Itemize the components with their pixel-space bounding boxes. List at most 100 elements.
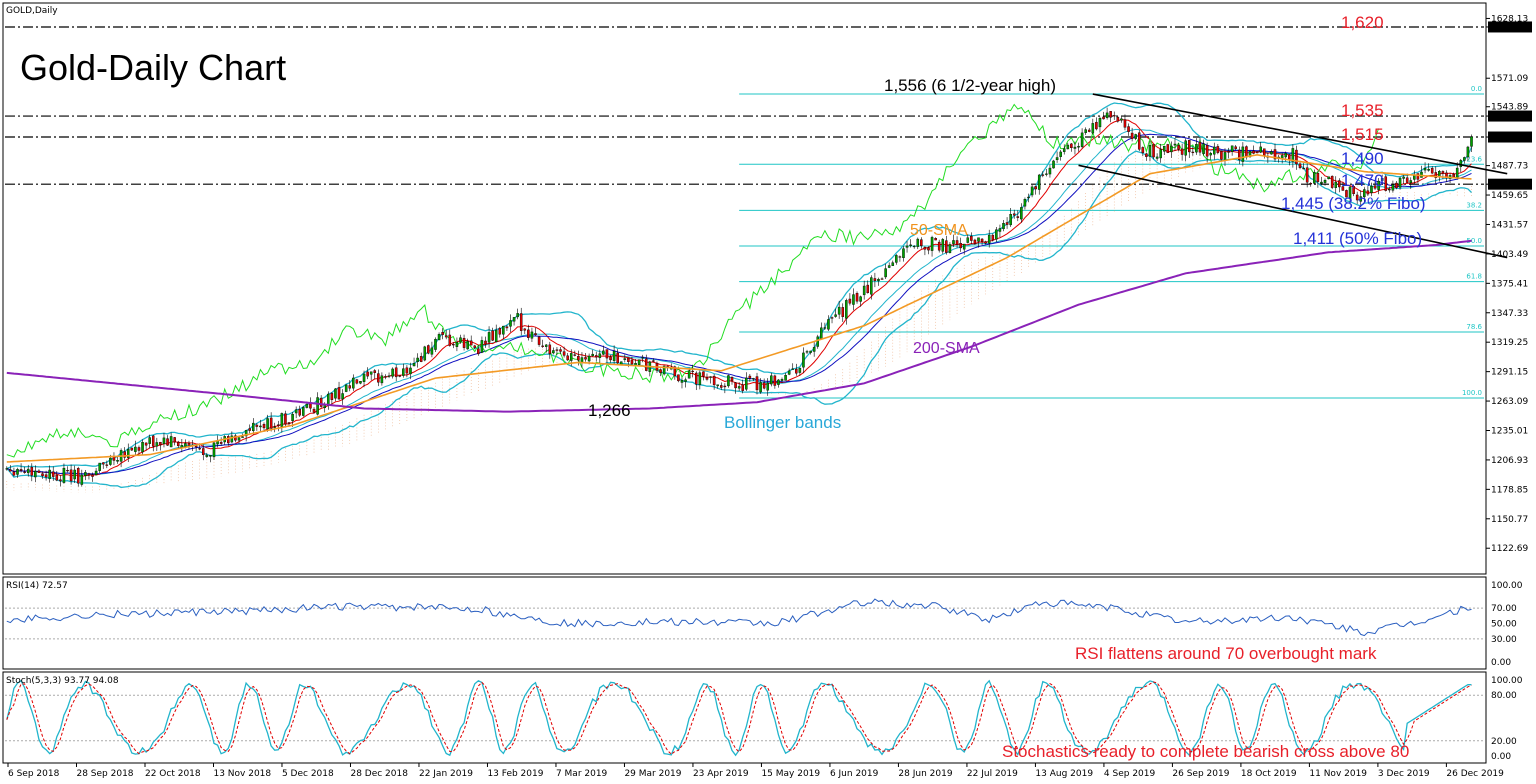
candle-body [1388,189,1391,191]
candle-body [380,375,384,384]
candle-body [784,374,787,381]
candle-body [1402,176,1405,179]
candle-body [880,278,884,280]
candle-body [298,409,302,416]
candle-body [1416,173,1420,180]
candle-body [1373,185,1377,189]
candle-body [487,332,491,343]
rsi-label: RSI(14) 72.57 [6,581,68,591]
candle-body [1048,167,1052,175]
candle-body [998,228,1002,232]
candle-body [212,442,216,458]
candle-body [723,385,727,388]
candle-body [241,436,244,438]
price-tick-label: 1535.00 [1491,112,1528,122]
candle-body [809,350,812,353]
candle-body [762,382,766,389]
candle-body [837,306,841,315]
candle-body [1295,149,1298,165]
label-1445-fibo: 1,445 (38.2% Fibo) [1281,194,1426,213]
candle-body [955,240,959,245]
candle-body [709,376,712,378]
candle-body [444,335,448,338]
date-label: 7 Mar 2019 [556,769,608,779]
candle-body [1273,149,1277,160]
candle-body [841,307,845,317]
date-label: 6 Sep 2018 [8,769,60,779]
candle-body [1298,163,1302,168]
candle-body [76,468,80,484]
candle-body [416,357,419,362]
candle-body [477,348,480,355]
candle-body [630,359,634,365]
price-tick-label: 1235.01 [1491,426,1528,436]
candle-body [773,375,777,386]
candle-body [348,385,352,389]
candle-body [148,437,151,444]
candle-body [891,262,895,266]
candle-body [316,397,319,415]
candle-body [1173,143,1177,146]
candle-body [1045,173,1048,175]
candle-body [373,370,377,373]
candle-body [952,240,955,245]
candle-body [505,326,509,329]
candle-body [491,330,494,341]
candle-body [984,241,987,244]
candle-body [1380,178,1384,181]
candle-body [623,358,627,360]
date-label: 3 Dec 2019 [1378,769,1430,779]
candle-body [41,473,44,477]
candle-body [176,442,180,447]
fibo-label-6: 100.0 [1462,389,1482,397]
candle-body [1348,186,1352,199]
candle-body [405,367,409,374]
candle-body [1338,180,1341,188]
candle-body [334,388,337,399]
candle-body [805,351,809,353]
candle-body [1123,119,1127,128]
candle-body [30,467,34,476]
price-tick-label: 1150.77 [1491,515,1528,525]
candle-body [1177,145,1180,150]
candle-body [1037,174,1041,190]
candle-body [330,393,334,400]
label-1535: 1,535 [1341,101,1384,120]
candle-body [130,447,134,451]
candle-body [1034,186,1037,190]
candle-body [1084,129,1087,133]
candle-body [780,379,784,381]
price-tick-label: 1291.15 [1491,368,1528,378]
candle-body [1459,160,1463,168]
label-1515: 1,515 [1341,125,1384,144]
date-label: 13 Feb 2019 [487,769,543,779]
candle-body [62,467,66,483]
rsi-annotation: RSI flattens around 70 overbought mark [1075,644,1377,663]
candle-body [16,469,19,475]
candle-body [973,239,977,244]
label-bollinger-bands: Bollinger bands [724,413,841,432]
candle-body [337,387,341,400]
candle-body [44,474,48,478]
candle-body [341,393,344,400]
date-label: 22 Oct 2018 [145,769,201,779]
candle-body [905,245,909,248]
candle-body [230,435,234,443]
candle-body [1062,148,1066,152]
candle-body [684,379,687,382]
candle-body [1241,146,1245,162]
rsi-tick-label: 100.00 [1491,581,1523,591]
candle-body [1030,186,1034,196]
candle-body [244,430,248,437]
candle-body [1334,181,1338,188]
candle-body [887,265,891,268]
candle-body [1055,157,1059,161]
candle-body [573,354,577,356]
price-pane [2,2,1487,575]
candle-body [930,237,934,251]
candle-body [144,442,148,446]
candle-body [1452,173,1455,178]
candle-body [1120,118,1123,121]
candle-body [1159,149,1162,159]
candle-body [137,447,141,451]
